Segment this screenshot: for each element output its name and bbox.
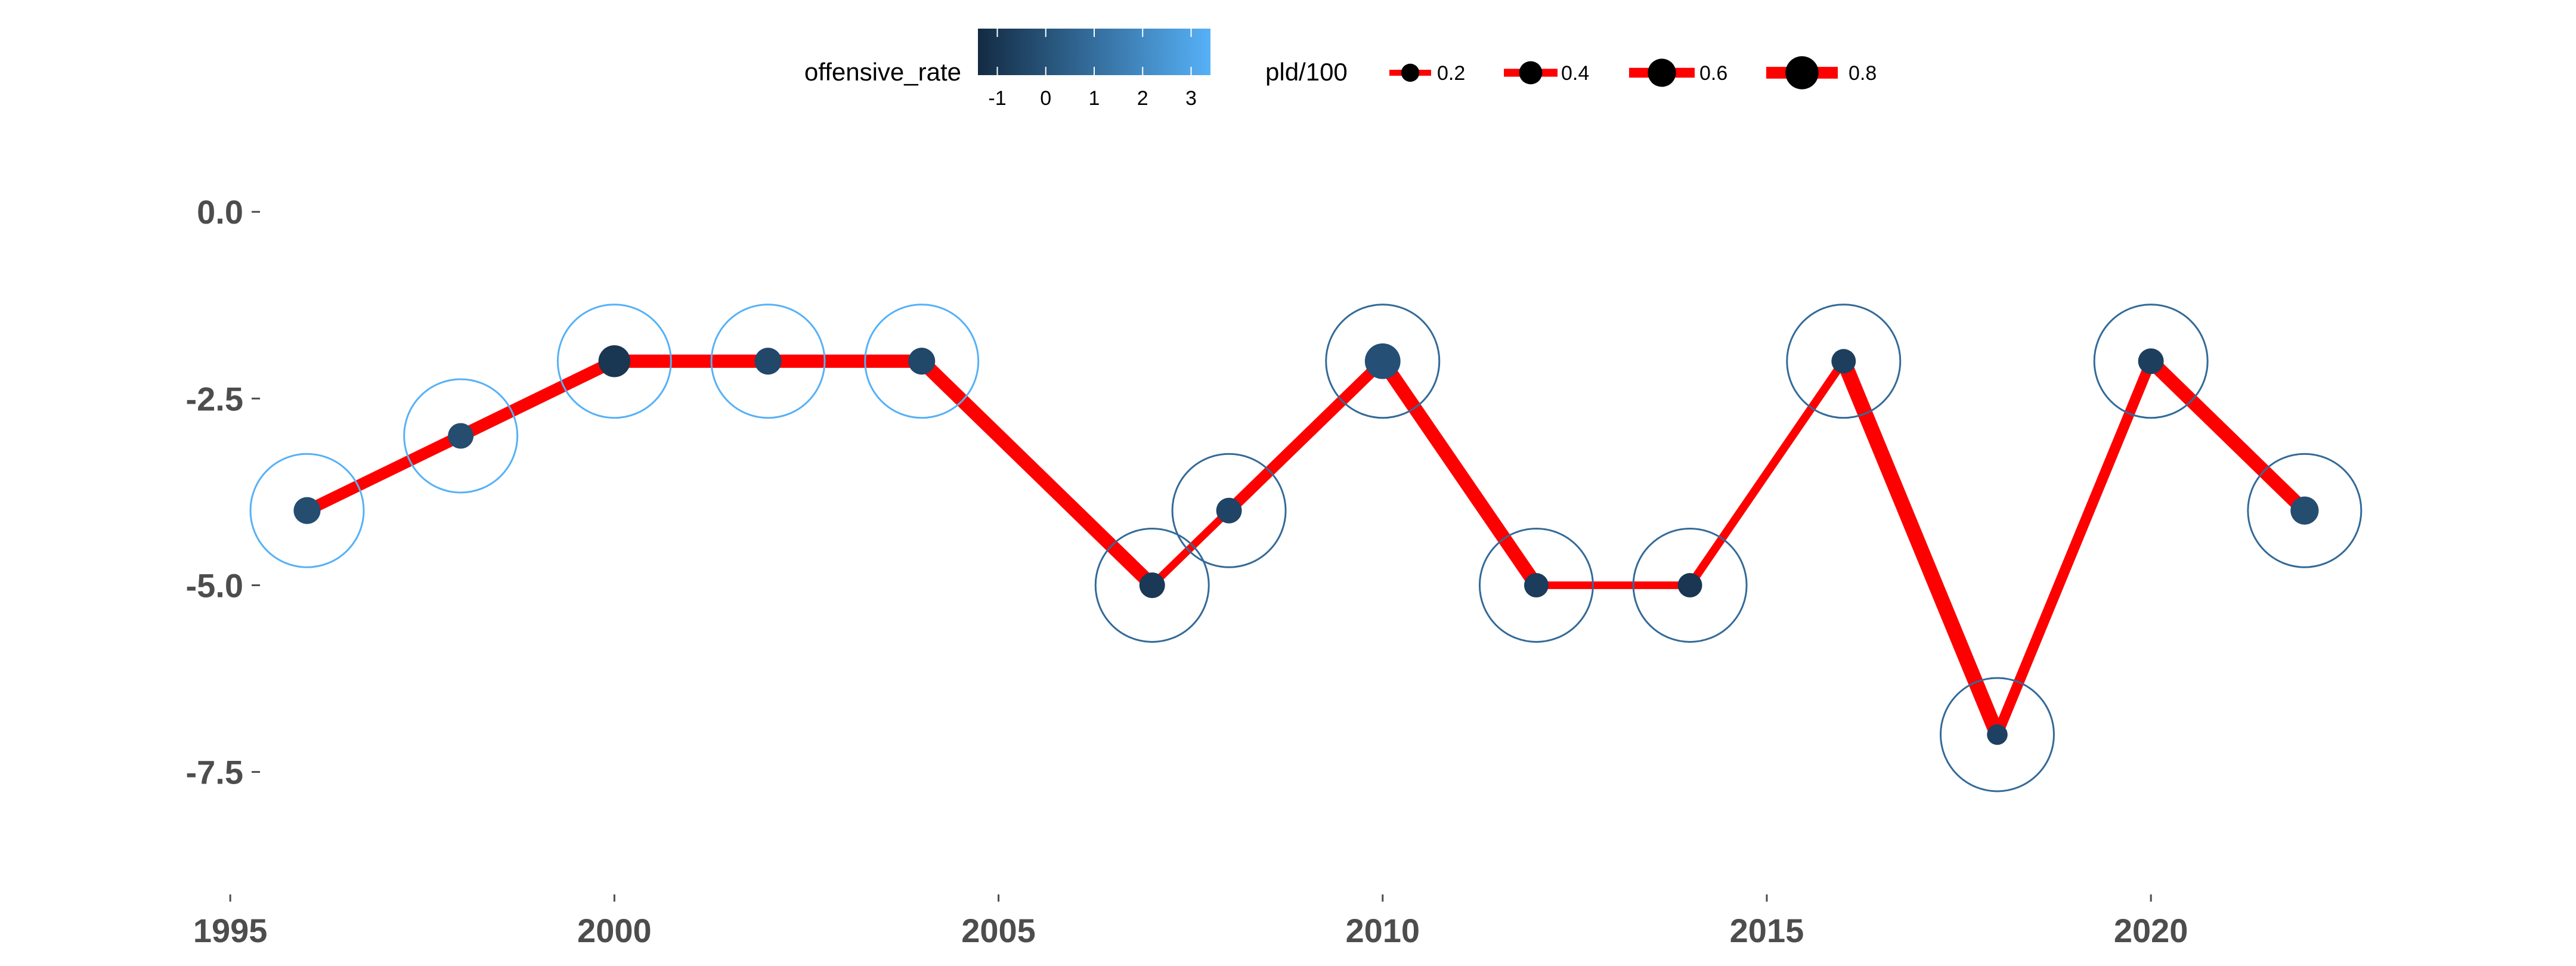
y-tick-label: 0.0: [197, 193, 243, 231]
size-legend-keys: 0.2 0.4 0.6 0.8: [1389, 56, 1877, 89]
color-legend-labels: -1 0 1 2 3: [988, 87, 1197, 110]
data-point: [1524, 573, 1549, 597]
x-tick-label: 2000: [577, 912, 652, 949]
data-point: [1216, 497, 1242, 524]
point-rings: [249, 304, 2363, 792]
data-point: [908, 348, 936, 375]
data-point: [2138, 348, 2164, 374]
y-axis: 0.0 -2.5 -5.0 -7.5: [186, 193, 260, 791]
size-legend-label: 0.4: [1561, 62, 1589, 85]
point-ring: [710, 304, 826, 419]
y-tick-label: -2.5: [186, 380, 244, 417]
point-ring: [403, 378, 519, 494]
color-legend: offensive_rate -1 0 1 2 3: [804, 29, 1210, 110]
x-tick-label: 2010: [1345, 912, 1420, 949]
line-segments: [301, 354, 2312, 742]
color-legend-label: 3: [1185, 87, 1197, 110]
size-legend-label: 0.2: [1437, 62, 1465, 85]
line-segment: [454, 355, 621, 442]
line-segment: [1686, 357, 1848, 590]
size-legend-label: 0.6: [1699, 62, 1727, 85]
color-legend-label: 2: [1137, 87, 1148, 110]
x-tick-label: 1995: [193, 912, 268, 949]
x-tick-label: 2020: [2114, 912, 2188, 949]
size-legend-label: 0.8: [1849, 62, 1877, 85]
color-legend-label: -1: [988, 87, 1006, 110]
size-legend-point: [1785, 56, 1819, 89]
point-ring: [2247, 453, 2363, 568]
line-segment: [301, 430, 467, 516]
point-ring: [1939, 677, 2055, 792]
point-ring: [1094, 527, 1210, 643]
line-segment: [1223, 355, 1388, 516]
data-point: [2290, 496, 2319, 525]
point-ring: [1171, 453, 1287, 568]
size-legend-point: [1401, 63, 1420, 82]
size-legend-point: [1648, 58, 1676, 87]
color-legend-title: offensive_rate: [804, 58, 961, 86]
data-point: [293, 497, 321, 524]
point-ring: [864, 304, 980, 419]
line-segment: [915, 354, 1159, 593]
data-point: [1987, 724, 2008, 745]
point-ring: [1786, 304, 1902, 419]
size-legend: pld/100 0.2 0.4 0.6 0.8: [1265, 56, 1877, 89]
color-legend-ticks: [996, 29, 1192, 75]
point-ring: [1478, 527, 1594, 643]
size-legend-point: [1519, 61, 1543, 85]
y-tick-label: -5.0: [186, 566, 244, 604]
data-point: [1677, 573, 1702, 597]
point-ring: [1632, 527, 1748, 643]
x-tick-label: 2015: [1730, 912, 1804, 949]
point-ring: [2093, 304, 2209, 419]
data-point: [448, 423, 474, 449]
data-point: [598, 345, 631, 377]
data-points: [293, 343, 2319, 745]
data-point: [1139, 572, 1165, 598]
data-point: [1831, 349, 1856, 374]
line-segment: [2144, 354, 2312, 518]
size-legend-title: pld/100: [1265, 58, 1348, 86]
color-legend-label: 1: [1089, 87, 1100, 110]
x-tick-label: 2005: [961, 912, 1036, 949]
x-axis: 1995 2000 2005 2010 2015 2020: [193, 894, 2188, 949]
point-ring: [1325, 304, 1441, 419]
y-tick-label: -7.5: [186, 754, 244, 791]
line-segment: [1836, 354, 2005, 742]
line-segment: [1992, 355, 2156, 740]
color-legend-label: 0: [1040, 87, 1051, 110]
point-ring: [556, 304, 672, 419]
point-ring: [249, 453, 365, 568]
data-point: [754, 348, 782, 375]
line-segment: [1376, 354, 1544, 593]
data-point: [1364, 343, 1401, 379]
line-segment: [1148, 506, 1233, 589]
